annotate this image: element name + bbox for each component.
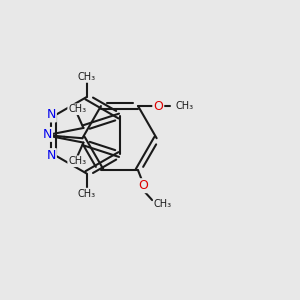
Text: CH₃: CH₃ bbox=[68, 104, 86, 114]
Text: CH₃: CH₃ bbox=[78, 189, 96, 199]
Text: O: O bbox=[153, 100, 163, 112]
Text: N: N bbox=[43, 128, 52, 141]
Text: N: N bbox=[46, 149, 56, 162]
Text: N: N bbox=[46, 109, 56, 122]
Text: CH₃: CH₃ bbox=[68, 156, 86, 166]
Text: CH₃: CH₃ bbox=[78, 72, 96, 82]
Text: O: O bbox=[138, 179, 148, 192]
Text: CH₃: CH₃ bbox=[175, 101, 193, 111]
Text: CH₃: CH₃ bbox=[154, 199, 172, 208]
